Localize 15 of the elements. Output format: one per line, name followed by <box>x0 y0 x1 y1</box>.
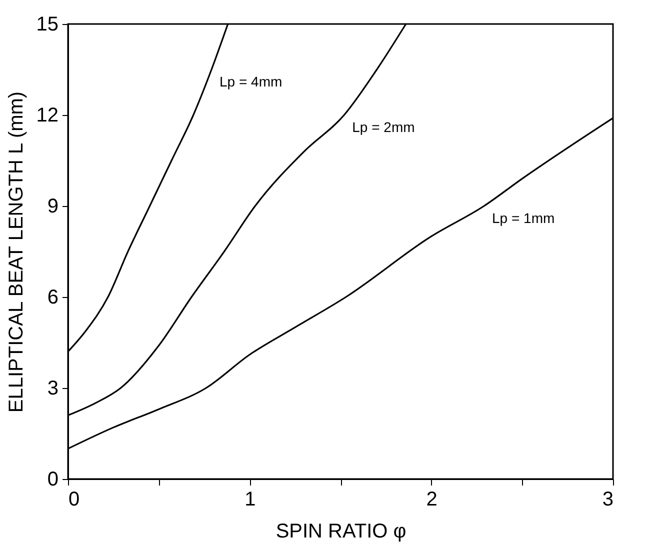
series-label: Lp = 2mm <box>352 119 415 135</box>
y-tick-label: 6 <box>47 286 58 308</box>
y-tick-label: 9 <box>47 196 58 218</box>
y-tick-label: 3 <box>47 378 58 400</box>
y-axis-title: ELLIPTICAL BEAT LENGTH L (mm) <box>5 91 28 413</box>
x-tick-label: 3 <box>602 488 614 510</box>
x-axis-title: SPIN RATIO φ <box>276 520 406 542</box>
series-label: Lp = 4mm <box>220 74 282 90</box>
y-tick-label: 12 <box>36 104 58 126</box>
y-tick-label: 15 <box>36 14 58 36</box>
series-label: Lp = 1mm <box>492 210 555 226</box>
x-tick-label: 0 <box>68 488 80 510</box>
y-tick-label: 0 <box>47 468 58 490</box>
x-tick-label: 1 <box>244 488 256 510</box>
x-tick-label: 2 <box>426 488 438 510</box>
